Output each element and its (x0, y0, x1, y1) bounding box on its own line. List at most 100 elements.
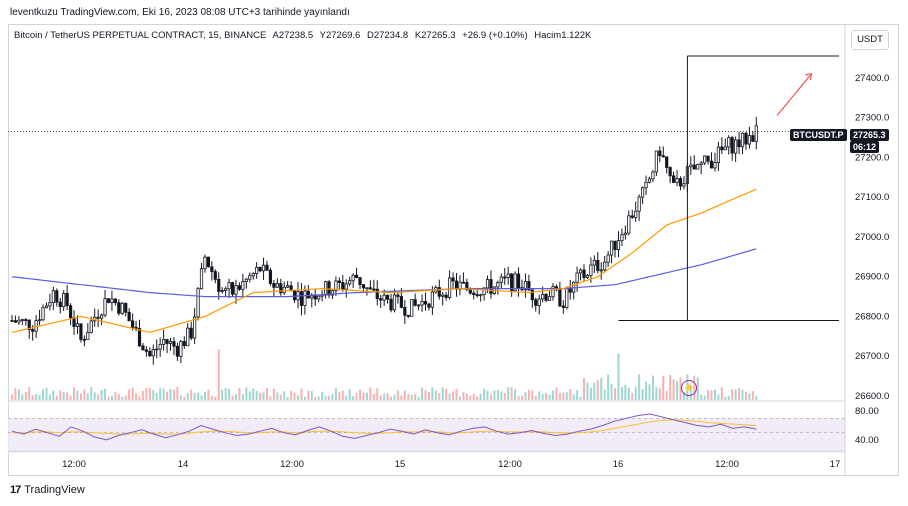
volume-bar (100, 390, 103, 400)
time-tick-label: 12:00 (280, 459, 304, 470)
candle-body (527, 281, 531, 291)
footer-logo[interactable]: 17 TradingView (10, 484, 85, 496)
volume-bar (717, 394, 720, 400)
volume-bar (534, 395, 537, 400)
volume-bar (458, 396, 461, 400)
candle-body (472, 292, 476, 295)
volume-bar (393, 394, 396, 400)
volume-bar (707, 390, 710, 400)
volume-bar (248, 391, 251, 400)
volume-bar (665, 390, 668, 400)
volume-bar (159, 387, 162, 400)
volume-bar (452, 391, 455, 400)
volume-bar (365, 392, 368, 400)
candle-body (206, 256, 211, 268)
candle-body (699, 162, 703, 165)
volume-bar (489, 394, 492, 400)
candle-body (451, 277, 455, 282)
time-tick-label: 17 (830, 459, 841, 470)
volume-bar (417, 396, 420, 400)
volume-bar (576, 390, 579, 400)
volume-bar (179, 395, 182, 400)
volume-bar (682, 392, 685, 400)
candle-body (62, 293, 66, 308)
candle-body (24, 319, 28, 322)
time-tick-label: 12:00 (62, 459, 86, 470)
candle-body (10, 320, 14, 322)
rsi-tick-label: 40.00 (855, 435, 879, 446)
volume-bar (338, 392, 341, 400)
price-tick-label: 26900.0 (855, 272, 889, 283)
volume-bar (710, 390, 713, 400)
volume-bar (589, 387, 592, 400)
candle-body (134, 326, 138, 329)
volume-bar (669, 374, 672, 400)
candle-body (516, 273, 521, 289)
volume-bar (734, 389, 737, 400)
candle-body (585, 275, 590, 278)
candle-body (589, 264, 593, 276)
candle-body (120, 302, 124, 314)
price-tick-label: 26800.0 (855, 311, 889, 322)
volume-bar (362, 392, 365, 400)
currency-button[interactable]: USDT (851, 30, 889, 50)
volume-bar (28, 387, 31, 400)
candle-body (675, 178, 679, 183)
candle-body (279, 283, 283, 294)
price-label-countdown: 06:12 (850, 141, 880, 153)
volume-bar (379, 395, 382, 400)
volume-bar (221, 389, 224, 400)
price-tick-label: 26600.0 (855, 391, 889, 402)
volume-bar (396, 390, 399, 400)
volume-bar (424, 389, 427, 400)
candle-body (575, 272, 579, 283)
volume-bar (124, 395, 127, 400)
candle-body (709, 160, 714, 169)
candle-body (375, 288, 379, 300)
volume-bar (469, 395, 472, 400)
time-tick-label: 12:00 (715, 459, 739, 470)
candle-body (258, 266, 262, 272)
volume-bar (679, 377, 682, 400)
volume-bar (283, 391, 286, 400)
volume-bar (503, 393, 506, 400)
volume-bar (538, 391, 541, 400)
volume-bar (324, 396, 327, 400)
volume-bar (634, 386, 637, 400)
candle-body (640, 187, 645, 198)
symbol-info-line: Bitcoin / TetherUS PERPETUAL CONTRACT, 1… (14, 30, 595, 41)
candle-body (403, 306, 407, 316)
candle-body (113, 298, 117, 304)
volume-bar (286, 396, 289, 400)
volume-bar (172, 389, 175, 400)
candle-body (592, 259, 596, 266)
candle-body (99, 314, 104, 319)
candle-body (334, 280, 338, 292)
candle-body (465, 282, 469, 291)
volume-bar (479, 393, 482, 400)
volume-bar (321, 391, 324, 400)
volume-bar (155, 392, 158, 400)
volume-bar (558, 392, 561, 400)
volume-bar (79, 393, 82, 400)
candle-body (106, 298, 111, 303)
volume-bar (383, 393, 386, 400)
candle-body (399, 296, 403, 308)
candle-body (265, 264, 269, 271)
lightning-icon[interactable]: ⚡ (681, 380, 697, 396)
volume-bar (496, 389, 499, 400)
volume-bar (245, 387, 248, 400)
symbol-name[interactable]: Bitcoin / TetherUS PERPETUAL CONTRACT, 1… (14, 30, 267, 41)
candle-body (551, 286, 555, 298)
candle-body (327, 281, 331, 296)
volume-bar (121, 396, 124, 400)
volume-bar (114, 392, 117, 400)
volume-bar (131, 387, 134, 400)
volume-bar (104, 388, 107, 400)
volume-bar (520, 395, 523, 400)
candle-body (144, 349, 148, 352)
candle-body (110, 298, 114, 303)
candle-body (261, 264, 266, 272)
candle-body (310, 295, 314, 299)
